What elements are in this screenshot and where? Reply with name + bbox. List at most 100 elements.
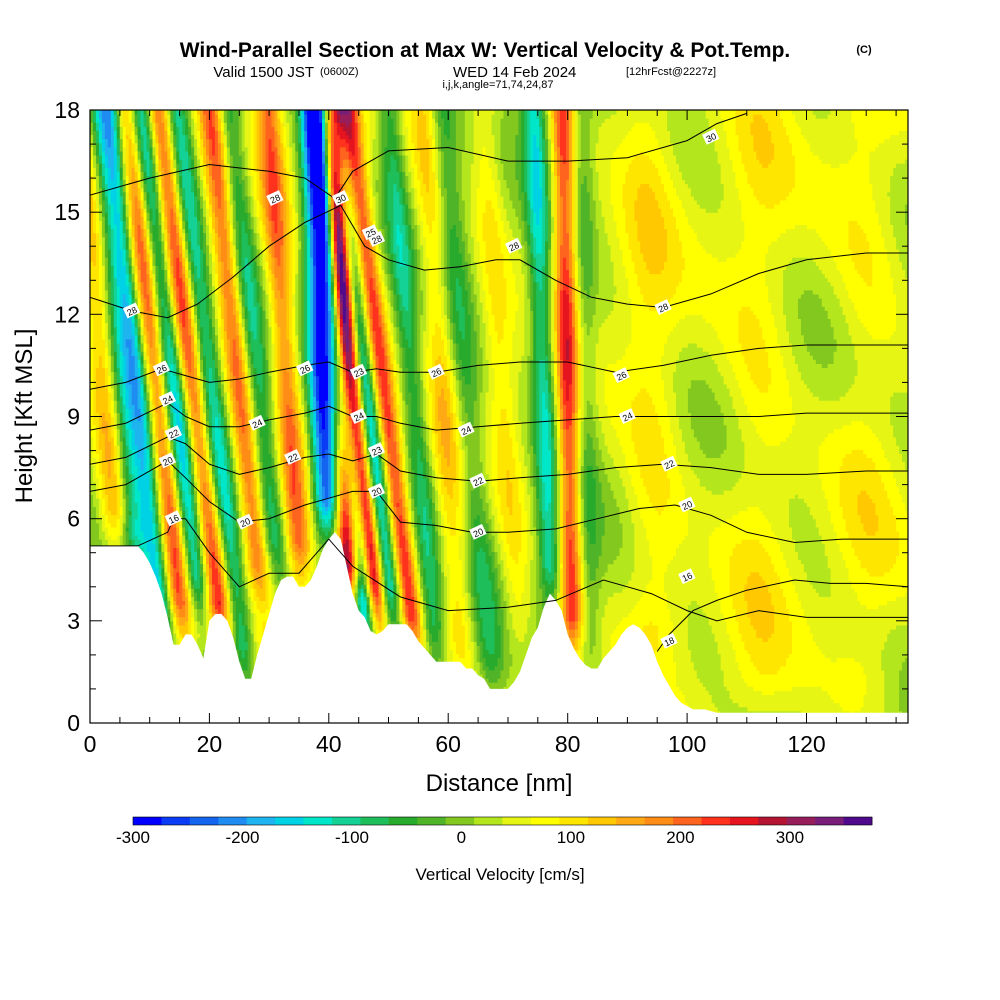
theta-contour-28 bbox=[90, 204, 908, 319]
contour-label-text: 24 bbox=[161, 393, 174, 406]
colorbar-swatch bbox=[189, 817, 219, 825]
terrain-mask bbox=[90, 532, 908, 723]
y-axis: 0 3 6 9 12 15 18 bbox=[54, 97, 908, 736]
contour-label: 28 bbox=[505, 237, 523, 254]
colorbar-swatch bbox=[246, 817, 276, 825]
colorbar-tick-label: -100 bbox=[335, 828, 369, 847]
contour-label: 26 bbox=[612, 367, 630, 384]
contour-label-text: 20 bbox=[370, 485, 383, 498]
y-tick-label: 9 bbox=[67, 404, 80, 430]
theta-contour-30 bbox=[90, 112, 747, 200]
colorbar-swatch bbox=[616, 817, 646, 825]
contour-label-text: 28 bbox=[657, 301, 670, 314]
contour-label: 18 bbox=[660, 632, 678, 649]
contour-label-text: 28 bbox=[507, 240, 520, 253]
colorbar-swatch bbox=[587, 817, 617, 825]
contour-label: 23 bbox=[367, 442, 386, 459]
contour-label-text: 24 bbox=[352, 410, 365, 423]
contour-label: 22 bbox=[660, 455, 678, 472]
colorbar-swatch bbox=[360, 817, 390, 825]
colorbar-swatch bbox=[417, 817, 447, 825]
contour-label: 16 bbox=[678, 568, 696, 585]
colorbar: -300 -200 -100 0 100 200 300 bbox=[116, 816, 873, 847]
colorbar-frame bbox=[132, 816, 873, 826]
x-axis: 0 20 40 60 80 100 120 bbox=[84, 110, 897, 757]
contour-label: 20 bbox=[158, 452, 177, 469]
colorbar-swatch bbox=[388, 817, 418, 825]
chart-title: Wind-Parallel Section at Max W: Vertical… bbox=[180, 39, 791, 62]
contour-label: 20 bbox=[469, 523, 487, 540]
contour-label-text: 26 bbox=[298, 363, 311, 376]
y-tick-label: 18 bbox=[54, 97, 80, 123]
contour-label-text: 26 bbox=[615, 369, 628, 382]
contour-label: 24 bbox=[248, 414, 266, 431]
contour-label: 24 bbox=[618, 408, 636, 424]
colorbar-swatch bbox=[218, 817, 248, 825]
colorbar-swatch bbox=[303, 817, 333, 825]
contour-label: 24 bbox=[158, 391, 177, 407]
contour-label-text: 20 bbox=[161, 455, 174, 468]
contour-label: 20 bbox=[678, 496, 696, 513]
colorbar-swatch bbox=[474, 817, 503, 825]
colorbar-swatch bbox=[275, 817, 304, 825]
contour-label: 22 bbox=[284, 449, 302, 465]
contour-label-text: 28 bbox=[125, 305, 138, 318]
grid-indices-label: i,j,k,angle=71,74,24,87 bbox=[442, 79, 553, 91]
colorbar-tick-label: 100 bbox=[557, 828, 585, 847]
colorbar-swatch bbox=[843, 817, 873, 825]
contour-label: 24 bbox=[457, 421, 475, 438]
colorbar-swatch bbox=[729, 817, 759, 825]
colorbar-swatch bbox=[786, 817, 816, 825]
contour-label: 25 bbox=[361, 224, 380, 241]
contour-label: 22 bbox=[469, 472, 487, 489]
contour-label-text: 28 bbox=[269, 192, 282, 205]
colorbar-tick-label: 0 bbox=[457, 828, 466, 847]
colorbar-tick-label: -200 bbox=[225, 828, 259, 847]
contour-label-text: 23 bbox=[352, 366, 365, 379]
colorbar-swatch bbox=[673, 817, 702, 825]
colorbar-swatch bbox=[445, 817, 475, 825]
contour-label: 26 bbox=[296, 360, 314, 377]
theta-contour-16 bbox=[90, 518, 908, 622]
contour-label: 28 bbox=[266, 190, 284, 206]
contour-label-text: 30 bbox=[334, 192, 347, 205]
y-tick-label: 15 bbox=[54, 199, 80, 225]
x-tick-label: 60 bbox=[435, 731, 461, 757]
y-tick-label: 12 bbox=[54, 301, 80, 327]
contour-label: 30 bbox=[331, 190, 350, 206]
colorbar-swatch bbox=[502, 817, 532, 825]
colorbar-tick-label: 200 bbox=[666, 828, 694, 847]
colorbar-swatch bbox=[758, 817, 788, 825]
contour-label-text: 20 bbox=[239, 516, 252, 529]
y-tick-label: 3 bbox=[67, 608, 80, 634]
x-tick-label: 120 bbox=[787, 731, 825, 757]
y-tick-label: 0 bbox=[67, 710, 80, 736]
colorbar-swatch bbox=[133, 817, 162, 825]
contour-label-text: 26 bbox=[430, 366, 443, 379]
colorbar-swatch bbox=[701, 817, 731, 825]
colorbar-swatch bbox=[331, 817, 361, 825]
contour-label-text: 20 bbox=[681, 499, 694, 512]
contour-label-text: 18 bbox=[663, 635, 676, 648]
contour-label-text: 22 bbox=[167, 427, 180, 440]
contour-label: 26 bbox=[152, 360, 171, 377]
x-tick-label: 40 bbox=[316, 731, 342, 757]
contour-label: 20 bbox=[236, 513, 254, 530]
theta-contour-24 bbox=[90, 402, 908, 431]
contour-label: 26 bbox=[427, 363, 445, 380]
contour-label-text: 24 bbox=[621, 410, 634, 423]
contour-label-text: 16 bbox=[167, 513, 180, 526]
contour-label-text: 22 bbox=[663, 458, 676, 471]
contour-label-text: 22 bbox=[472, 475, 485, 488]
x-tick-label: 80 bbox=[555, 731, 581, 757]
colorbar-swatch bbox=[644, 817, 674, 825]
contour-label-text: 16 bbox=[681, 570, 694, 583]
x-tick-label: 100 bbox=[668, 731, 706, 757]
x-tick-label: 20 bbox=[197, 731, 223, 757]
contour-label-text: 20 bbox=[472, 526, 485, 539]
contour-label-text: 24 bbox=[460, 424, 473, 437]
contour-label-text: 24 bbox=[251, 417, 264, 430]
